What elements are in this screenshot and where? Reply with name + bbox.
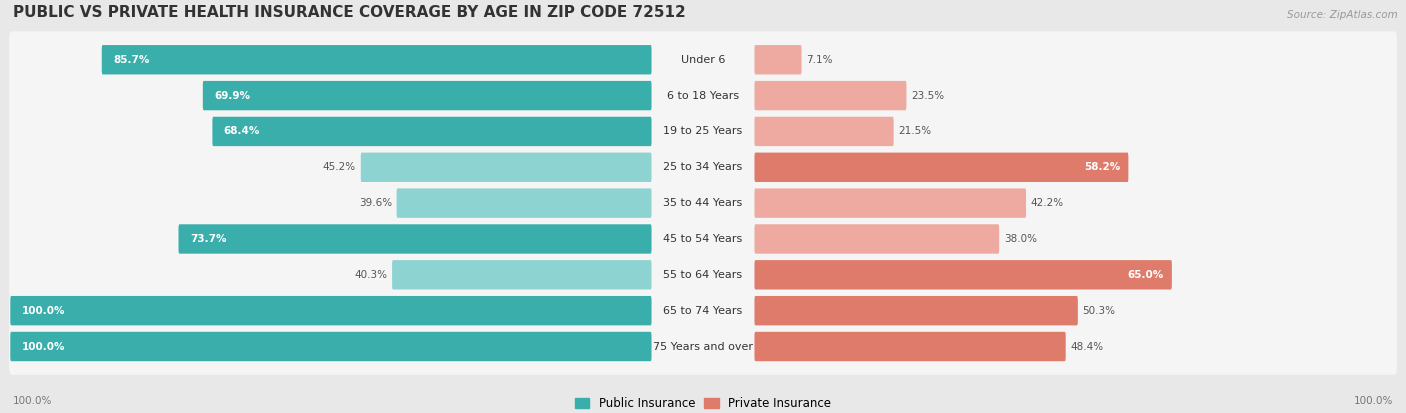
FancyBboxPatch shape	[8, 247, 1398, 303]
Text: 100.0%: 100.0%	[13, 396, 52, 406]
FancyBboxPatch shape	[755, 332, 1066, 361]
Text: 100.0%: 100.0%	[21, 306, 65, 316]
Text: 100.0%: 100.0%	[21, 342, 65, 351]
FancyBboxPatch shape	[755, 296, 1078, 325]
FancyBboxPatch shape	[10, 332, 651, 361]
Text: 7.1%: 7.1%	[806, 55, 832, 65]
Text: 40.3%: 40.3%	[354, 270, 388, 280]
FancyBboxPatch shape	[755, 188, 1026, 218]
Text: 55 to 64 Years: 55 to 64 Years	[664, 270, 742, 280]
FancyBboxPatch shape	[755, 224, 1000, 254]
Text: 6 to 18 Years: 6 to 18 Years	[666, 90, 740, 101]
Text: PUBLIC VS PRIVATE HEALTH INSURANCE COVERAGE BY AGE IN ZIP CODE 72512: PUBLIC VS PRIVATE HEALTH INSURANCE COVER…	[13, 5, 685, 19]
Text: 39.6%: 39.6%	[359, 198, 392, 208]
Text: 75 Years and over: 75 Years and over	[652, 342, 754, 351]
FancyBboxPatch shape	[212, 117, 651, 146]
Text: 45.2%: 45.2%	[323, 162, 356, 172]
Text: 19 to 25 Years: 19 to 25 Years	[664, 126, 742, 136]
FancyBboxPatch shape	[8, 103, 1398, 160]
FancyBboxPatch shape	[755, 117, 894, 146]
Text: 65 to 74 Years: 65 to 74 Years	[664, 306, 742, 316]
FancyBboxPatch shape	[755, 81, 907, 110]
FancyBboxPatch shape	[755, 45, 801, 74]
Text: 35 to 44 Years: 35 to 44 Years	[664, 198, 742, 208]
Text: 23.5%: 23.5%	[911, 90, 945, 101]
Text: 100.0%: 100.0%	[1354, 396, 1393, 406]
Text: 48.4%: 48.4%	[1070, 342, 1104, 351]
FancyBboxPatch shape	[396, 188, 651, 218]
Text: 21.5%: 21.5%	[898, 126, 932, 136]
FancyBboxPatch shape	[202, 81, 651, 110]
Text: 42.2%: 42.2%	[1031, 198, 1064, 208]
FancyBboxPatch shape	[755, 152, 1129, 182]
FancyBboxPatch shape	[101, 45, 651, 74]
Text: 25 to 34 Years: 25 to 34 Years	[664, 162, 742, 172]
FancyBboxPatch shape	[8, 282, 1398, 339]
Text: 73.7%: 73.7%	[190, 234, 226, 244]
FancyBboxPatch shape	[392, 260, 651, 290]
Text: 69.9%: 69.9%	[214, 90, 250, 101]
FancyBboxPatch shape	[8, 211, 1398, 267]
Text: Source: ZipAtlas.com: Source: ZipAtlas.com	[1286, 9, 1398, 19]
FancyBboxPatch shape	[755, 260, 1171, 290]
FancyBboxPatch shape	[10, 296, 651, 325]
FancyBboxPatch shape	[8, 175, 1398, 231]
FancyBboxPatch shape	[8, 31, 1398, 88]
Text: 50.3%: 50.3%	[1083, 306, 1115, 316]
Text: 45 to 54 Years: 45 to 54 Years	[664, 234, 742, 244]
FancyBboxPatch shape	[8, 318, 1398, 375]
Text: 65.0%: 65.0%	[1128, 270, 1164, 280]
FancyBboxPatch shape	[179, 224, 651, 254]
Text: 38.0%: 38.0%	[1004, 234, 1036, 244]
Text: Under 6: Under 6	[681, 55, 725, 65]
Legend: Public Insurance, Private Insurance: Public Insurance, Private Insurance	[575, 397, 831, 410]
Text: 85.7%: 85.7%	[112, 55, 149, 65]
Text: 58.2%: 58.2%	[1084, 162, 1121, 172]
FancyBboxPatch shape	[8, 67, 1398, 124]
FancyBboxPatch shape	[361, 152, 651, 182]
FancyBboxPatch shape	[8, 139, 1398, 196]
Text: 68.4%: 68.4%	[224, 126, 260, 136]
